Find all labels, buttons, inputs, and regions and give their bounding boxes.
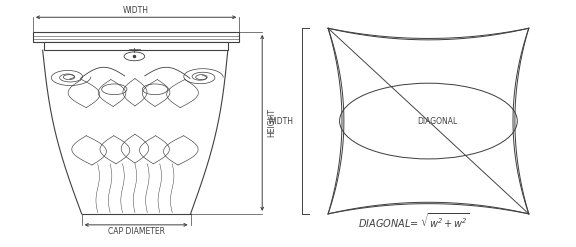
- Bar: [44, 42, 228, 50]
- Text: WIDTH: WIDTH: [123, 6, 149, 15]
- Text: DIAGONAL= $\sqrt{\mathregular{w^2 + w^2}}$: DIAGONAL= $\sqrt{\mathregular{w^2 + w^2}…: [358, 211, 470, 230]
- Bar: [33, 32, 239, 42]
- Text: DIAGONAL: DIAGONAL: [417, 117, 457, 125]
- Text: CAP DIAMETER: CAP DIAMETER: [108, 227, 165, 236]
- Text: WIDTH: WIDTH: [268, 117, 294, 125]
- Text: HEIGHT: HEIGHT: [267, 108, 276, 137]
